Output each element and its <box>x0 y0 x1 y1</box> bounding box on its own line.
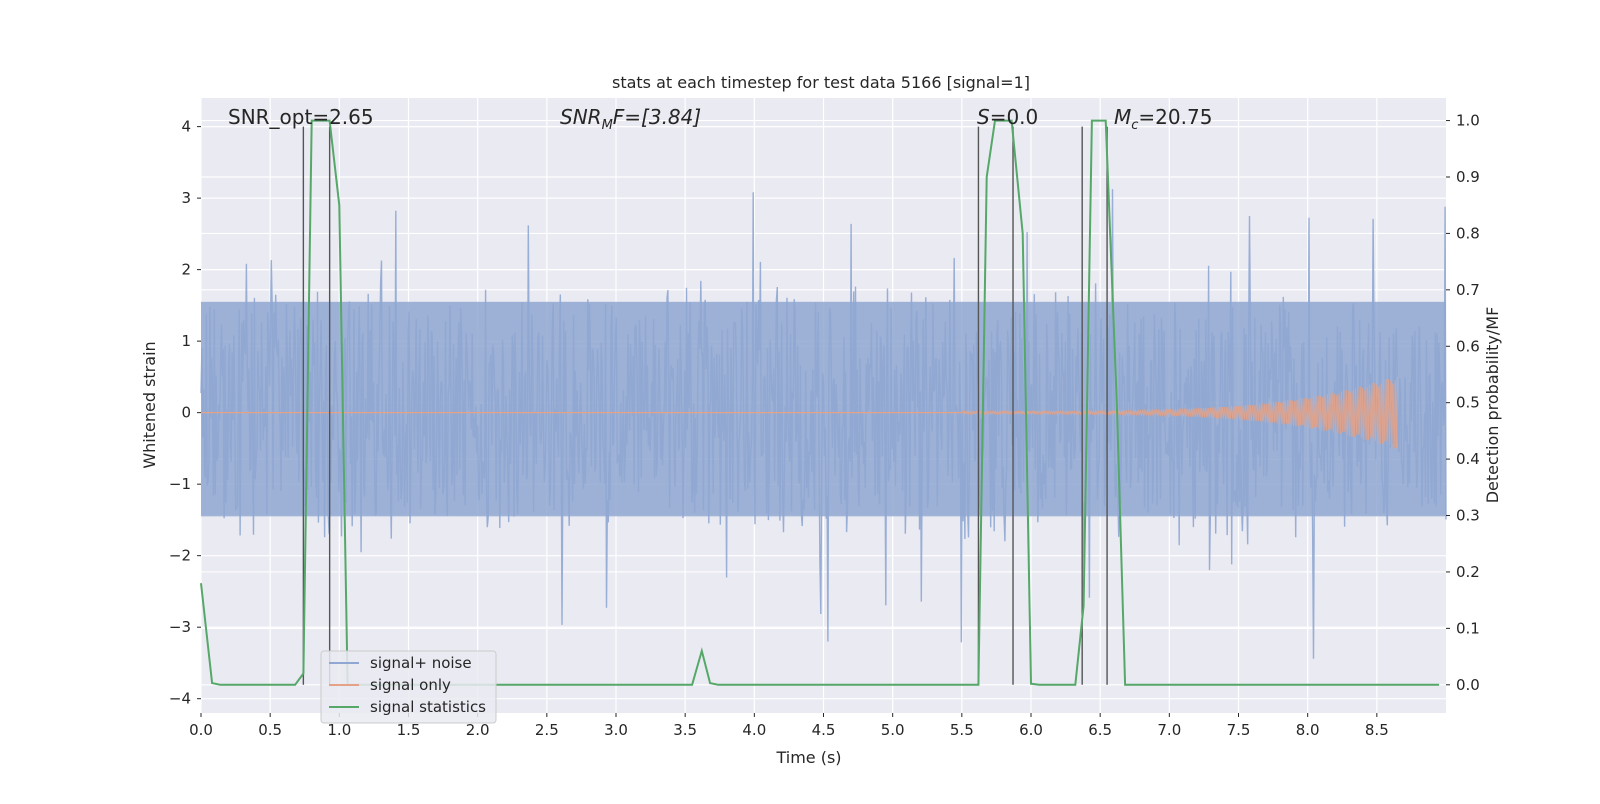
x-tick-label: 0.5 <box>258 721 282 739</box>
legend-label-noise: signal+ noise <box>370 654 472 672</box>
x-tick-label: 2.5 <box>535 721 559 739</box>
tick-labels: 0.0 0.5 1.0 1.5 2.0 2.5 3.0 3.5 4.0 4.5 5.0 5.5 6.0 6… <box>169 112 1480 739</box>
signal-only-series <box>201 376 1399 449</box>
x-axis-label: Time (s) <box>775 748 841 767</box>
y-tick-label: 2 <box>181 261 191 279</box>
y-right-tick-label: 0.5 <box>1456 394 1480 412</box>
x-tick-label: 4.0 <box>742 721 766 739</box>
y-right-tick-label: 0.4 <box>1456 450 1480 468</box>
y-right-tick-label: 0.3 <box>1456 507 1480 525</box>
x-tick-label: 3.0 <box>604 721 628 739</box>
x-tick-label: 0.0 <box>189 721 213 739</box>
legend-label-signal: signal only <box>370 676 451 694</box>
chart-title: stats at each timestep for test data 516… <box>612 73 1030 92</box>
x-tick-label: 6.5 <box>1088 721 1112 739</box>
annotation-snr-opt: SNR_opt=2.65 <box>228 105 374 129</box>
legend-label-stats: signal statistics <box>370 698 486 716</box>
x-tick-label: 7.5 <box>1227 721 1251 739</box>
statistics-series <box>200 119 1440 686</box>
x-tick-label: 1.0 <box>327 721 351 739</box>
annotation-snr-mf: SNRMF=[3.84] <box>560 105 701 133</box>
annotation-mc: Mc=20.75 <box>1114 105 1212 133</box>
y-right-tick-label: 0.2 <box>1456 563 1480 581</box>
y-tick-label: −2 <box>169 547 191 565</box>
legend: signal+ noise signal only signal statist… <box>320 650 497 724</box>
y-axis-label: Whitened strain <box>140 341 159 468</box>
x-tick-label: 5.0 <box>881 721 905 739</box>
y-right-tick-label: 0.1 <box>1456 619 1480 637</box>
x-tick-label: 3.5 <box>673 721 697 739</box>
y-right-tick-label: 0.8 <box>1456 224 1480 242</box>
x-tick-label: 5.5 <box>950 721 974 739</box>
signal-only-chirp <box>961 376 1399 449</box>
y-right-tick-label: 0.6 <box>1456 337 1480 355</box>
y-tick-label: −1 <box>169 475 191 493</box>
x-tick-label: 6.0 <box>1019 721 1043 739</box>
x-tick-label: 8.0 <box>1296 721 1320 739</box>
y-tick-label: 3 <box>181 189 191 207</box>
y-tick-label: −3 <box>169 618 191 636</box>
statistics-line <box>200 119 1440 686</box>
y-right-tick-label: 0.0 <box>1456 676 1480 694</box>
x-tick-label: 4.5 <box>812 721 836 739</box>
y-tick-label: 4 <box>181 118 191 136</box>
y-tick-label: 1 <box>181 332 191 350</box>
legend-box <box>320 650 497 724</box>
y-right-tick-label: 0.9 <box>1456 168 1480 186</box>
y-tick-label: 0 <box>181 404 191 422</box>
x-tick-label: 1.5 <box>397 721 421 739</box>
y-right-tick-label: 0.7 <box>1456 281 1480 299</box>
y-tick-label: −4 <box>169 690 191 708</box>
x-tick-label: 2.0 <box>466 721 490 739</box>
noise-trace <box>200 189 1447 659</box>
x-tick-label: 8.5 <box>1365 721 1389 739</box>
y-right-axis-label: Detection probability/MF <box>1483 307 1502 504</box>
x-tick-label: 7.0 <box>1157 721 1181 739</box>
annotation-s: S=0.0 <box>977 105 1038 129</box>
y-right-tick-label: 1.0 <box>1456 112 1480 130</box>
vertical-markers <box>302 126 1108 685</box>
